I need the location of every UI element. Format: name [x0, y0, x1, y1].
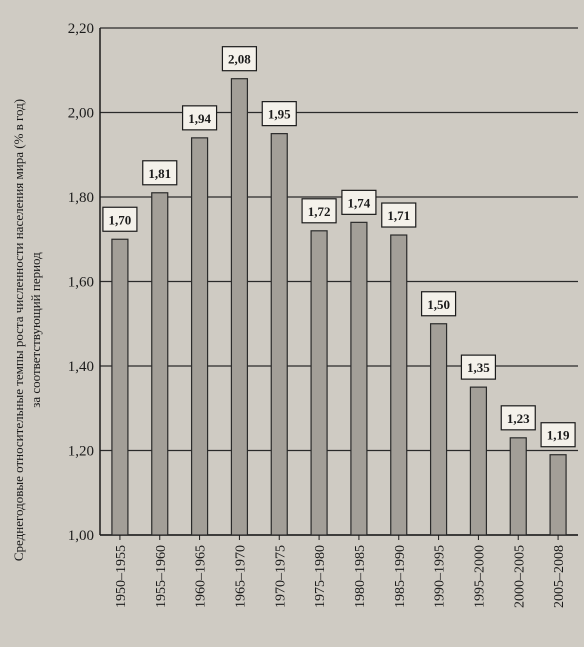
bar: [230, 78, 249, 536]
value-label: 1,71: [387, 208, 410, 223]
bar: [509, 437, 527, 536]
x-tick-label: 1955–1960: [154, 545, 169, 608]
value-label: 2,08: [228, 52, 251, 67]
x-tick-label: 1995–2000: [472, 545, 487, 608]
y-tick-label: 1,40: [68, 359, 94, 375]
value-label-box: [540, 422, 576, 448]
value-label-box: [500, 405, 536, 431]
value-label-box: [381, 202, 417, 228]
x-tick-label: 1970–1975: [273, 545, 288, 608]
bar: [350, 221, 368, 536]
value-label: 1,94: [188, 111, 211, 126]
x-tick-label: 1965–1970: [233, 545, 248, 608]
value-label-box: [181, 105, 218, 131]
value-label-box: [261, 101, 297, 127]
y-tick-label: 1,80: [68, 190, 94, 206]
x-tick-label: 1975–1980: [313, 545, 328, 608]
y-tick-label: 2,20: [68, 21, 94, 37]
x-tick-label: 1980–1985: [353, 545, 368, 608]
x-tick-label: 1990–1995: [433, 545, 448, 608]
bar: [111, 238, 129, 536]
value-label-box: [102, 206, 138, 232]
bar: [469, 386, 488, 536]
value-label-box: [420, 291, 457, 317]
x-tick-label: 2005–2008: [552, 545, 567, 608]
value-label: 1,81: [148, 166, 171, 181]
value-label-box: [341, 189, 377, 215]
value-label: 1,74: [348, 195, 371, 210]
value-label: 1,72: [308, 204, 331, 219]
value-label-box: [460, 354, 497, 380]
value-label: 1,95: [268, 107, 291, 122]
bar: [549, 454, 567, 536]
bar: [190, 137, 209, 536]
x-tick-label: 1960–1965: [194, 545, 209, 608]
y-tick-label: 1,00: [68, 528, 94, 544]
value-label: 1,23: [507, 411, 530, 426]
value-label-box: [301, 198, 337, 224]
bar: [151, 192, 169, 536]
value-label: 1,19: [547, 428, 570, 443]
y-tick-label: 2,00: [68, 106, 94, 122]
x-tick-label: 2000–2005: [512, 545, 527, 608]
x-tick-label: 1985–1990: [393, 545, 408, 608]
y-tick-label: 1,20: [68, 444, 94, 460]
y-tick-label: 1,60: [68, 275, 94, 291]
value-label: 1,50: [427, 297, 450, 312]
value-label-box: [221, 46, 258, 72]
x-tick-label: 1950–1955: [114, 545, 129, 608]
bar: [270, 133, 288, 536]
bar: [310, 230, 328, 536]
value-label: 1,70: [109, 212, 132, 227]
bar: [429, 323, 448, 536]
bar: [390, 234, 408, 536]
value-label-box: [142, 160, 178, 186]
value-label: 1,35: [467, 360, 490, 375]
